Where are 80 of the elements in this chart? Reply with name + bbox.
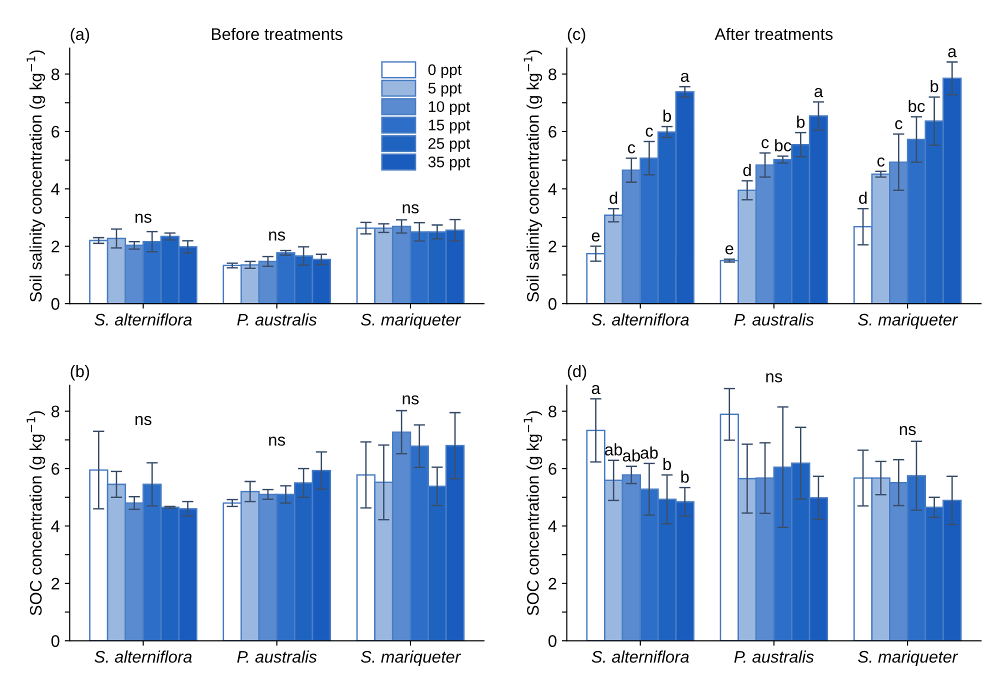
data-label: b: [681, 470, 689, 483]
annotation: ns: [136, 416, 152, 426]
x-tick-label: S. mariqueter: [360, 313, 462, 329]
y-tick-label: 8: [51, 68, 60, 80]
x-tick-label: P. australis: [734, 650, 814, 663]
y-tick-label: 6: [52, 462, 60, 475]
data-label: e: [592, 232, 600, 242]
data-label: bc: [775, 139, 792, 152]
annotation: ns: [269, 232, 286, 241]
y-tick-label: 0: [548, 298, 556, 310]
x-tick-label: S. mariqueter: [858, 650, 958, 666]
data-label: c: [762, 139, 769, 148]
y-tick-label: 0: [51, 298, 60, 310]
chart-subtitle: Before treatments: [212, 28, 342, 40]
annotation: ns: [900, 426, 916, 436]
data-label: c: [628, 144, 636, 154]
y-tick-label: 4: [51, 183, 60, 195]
data-label: b: [797, 116, 805, 128]
chart-title: (d): [568, 364, 586, 380]
annotation: ns: [136, 214, 152, 223]
data-label: a: [948, 48, 957, 58]
data-label: d: [743, 164, 751, 176]
y-tick-label: 6: [52, 126, 60, 138]
annotation: ns: [402, 395, 419, 404]
y-tick-label: 2: [52, 240, 60, 252]
legend-label: 10 ppt: [428, 101, 470, 116]
chart-title: (b): [70, 364, 90, 380]
data-label: b: [930, 80, 938, 92]
y-tick-label: 2: [548, 578, 556, 590]
x-tick-label: S. alterniflora: [94, 650, 192, 663]
y-tick-label: 6: [548, 126, 556, 138]
data-label: ab: [605, 443, 622, 456]
legend-label: 5 ppt: [428, 82, 462, 97]
chart-subtitle: After treatments: [714, 28, 833, 40]
annotation: ns: [269, 436, 286, 446]
y-tick-label: 0: [548, 635, 556, 647]
data-label: a: [680, 72, 690, 82]
data-label: ab: [640, 446, 658, 459]
data-label: b: [663, 458, 671, 470]
y-tick-label: 4: [548, 183, 557, 195]
y-tick-label: 8: [548, 68, 556, 80]
data-label: bc: [908, 100, 925, 112]
x-tick-label: S. alterniflora: [592, 650, 689, 663]
data-label: ab: [622, 449, 640, 462]
annotation: ns: [402, 204, 419, 214]
data-label: c: [877, 157, 885, 167]
y-tick-label: 4: [548, 520, 557, 532]
data-label: d: [610, 192, 618, 204]
x-tick-label: S. alterniflora: [592, 313, 689, 326]
x-tick-label: S. mariqueter: [858, 313, 958, 329]
text: ns: [766, 373, 782, 382]
y-axis-title: Soil salinity concentration (g kg$^{−1}$): [524, 50, 542, 302]
x-tick-label: P. australis: [237, 313, 317, 326]
chart-title: (c): [568, 28, 586, 44]
data-label: a: [814, 88, 824, 98]
x-tick-label: S. alterniflora: [94, 313, 192, 326]
y-tick-label: 6: [548, 462, 556, 475]
data-label: a: [592, 384, 600, 394]
y-axis-title: Soil salinity concentration (g kg$^{−1}$): [26, 50, 46, 302]
data-label: d: [859, 192, 867, 204]
chart-title: (a): [70, 28, 90, 44]
y-tick-label: 0: [51, 635, 60, 647]
x-tick-label: S. mariqueter: [360, 650, 462, 666]
y-axis-title: SOC concentration (g kg$^{−1}$): [26, 411, 46, 616]
y-tick-label: 2: [52, 578, 60, 590]
legend-label: 15 ppt: [428, 120, 470, 134]
data-label: c: [646, 128, 653, 137]
legend-label: 25 ppt: [428, 138, 470, 152]
legend-label: 0 ppt: [428, 64, 462, 78]
data-label: e: [725, 245, 734, 254]
y-axis-title: SOC concentration (g kg$^{−1}$): [524, 411, 542, 616]
data-label: b: [663, 110, 671, 122]
x-tick-label: P. australis: [734, 313, 814, 326]
data-label: c: [895, 120, 902, 130]
y-tick-label: 4: [51, 520, 60, 532]
y-tick-label: 8: [548, 406, 556, 418]
legend-label: 35 ppt: [428, 156, 470, 170]
x-tick-label: P. australis: [237, 650, 317, 663]
y-tick-label: 2: [548, 240, 556, 252]
y-tick-label: 8: [51, 406, 60, 418]
